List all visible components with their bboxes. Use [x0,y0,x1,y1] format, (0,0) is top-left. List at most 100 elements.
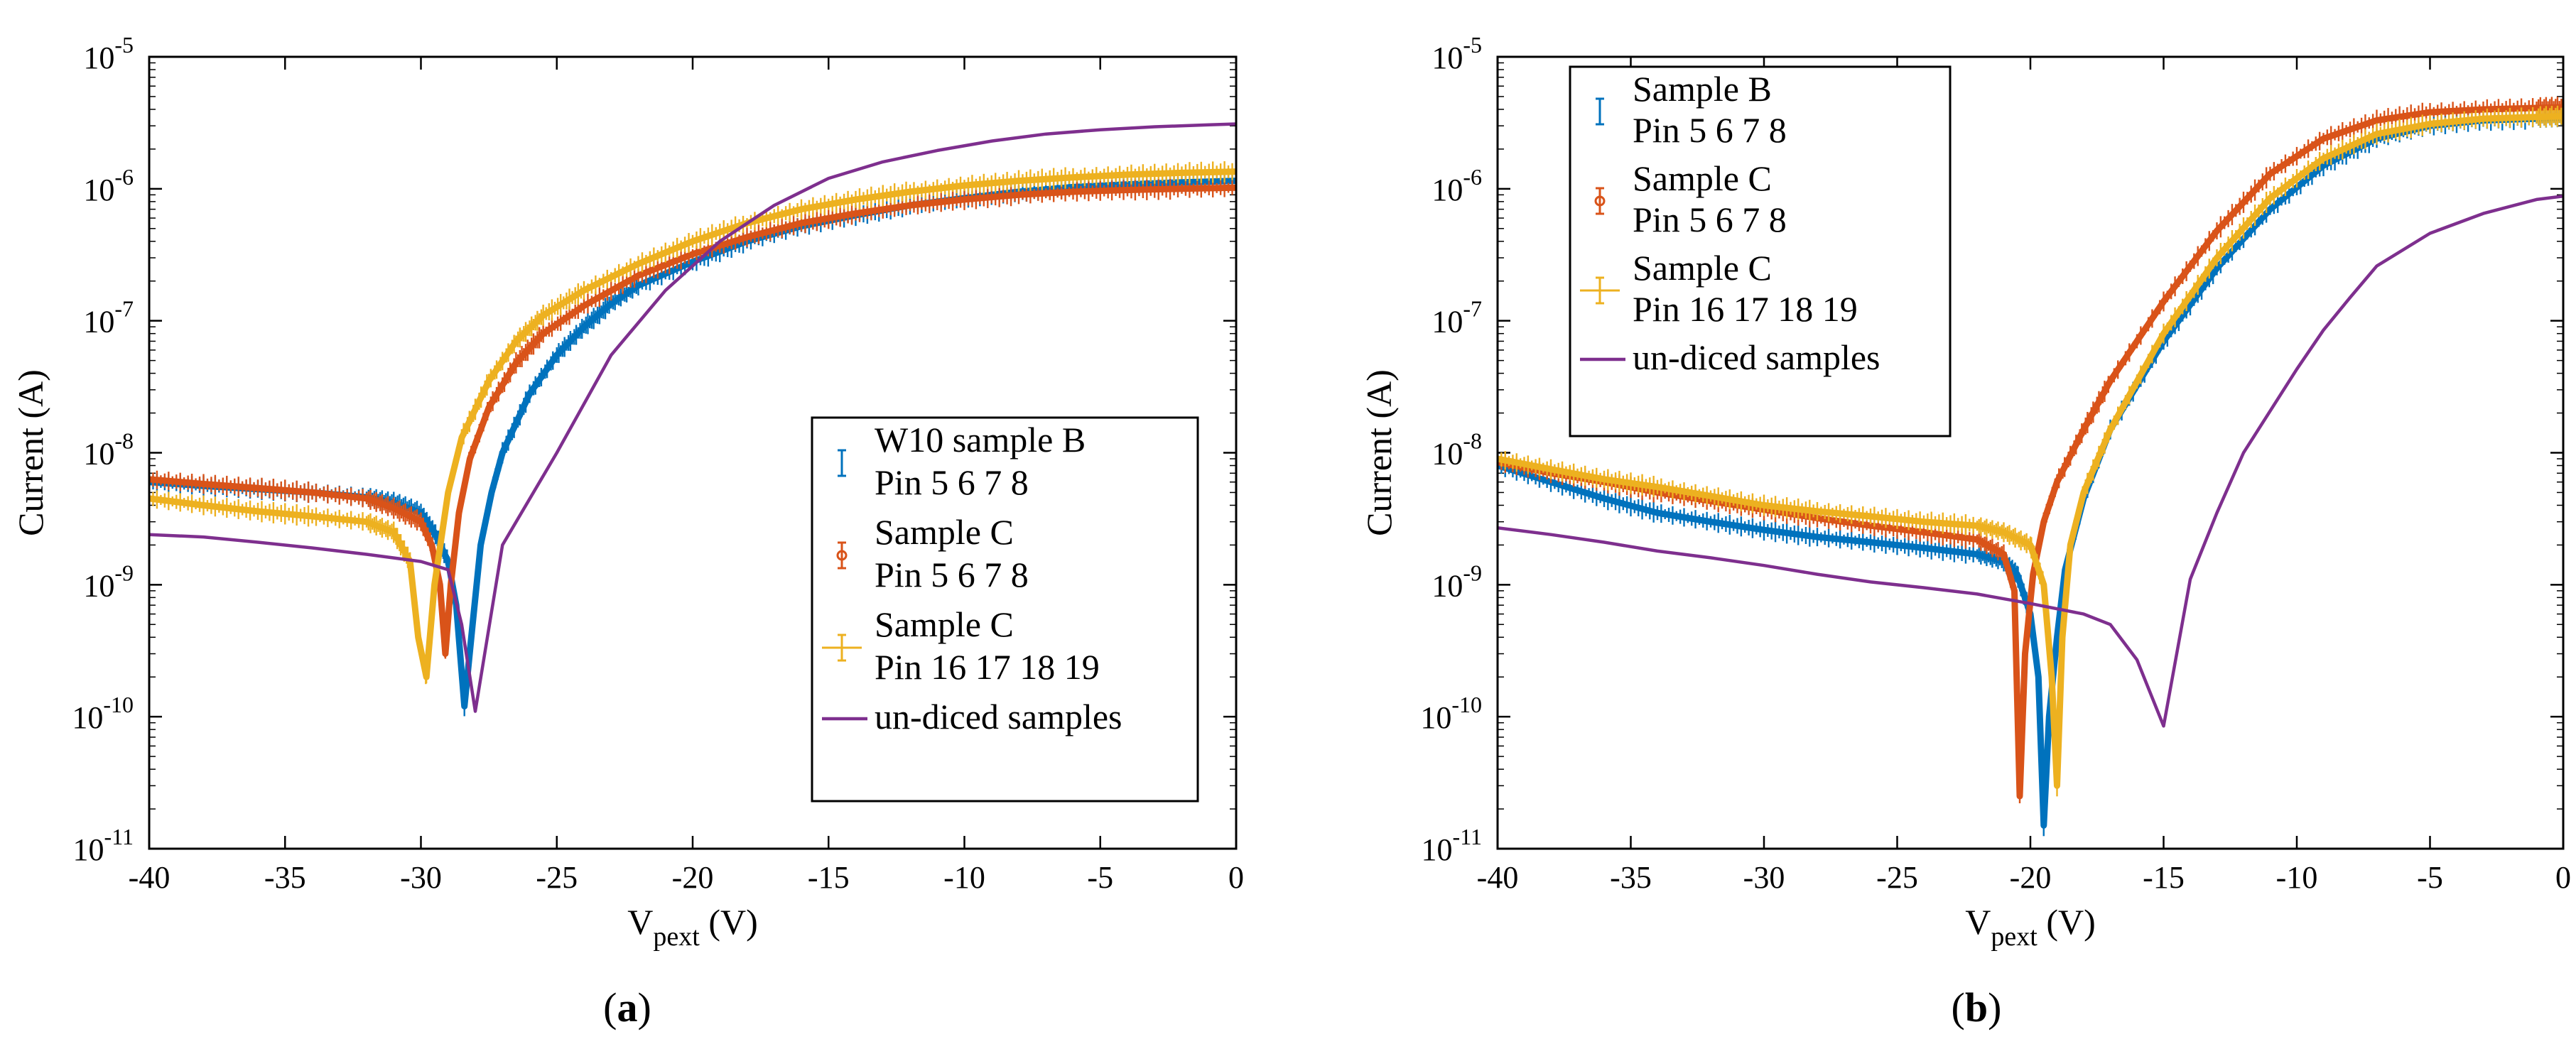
data-point [202,482,205,486]
data-point [1071,175,1075,180]
data-point [391,530,396,534]
data-point [1709,494,1713,498]
data-point [467,457,472,461]
data-point [799,221,803,225]
data-point [745,235,749,239]
data-point [514,339,518,343]
data-point [854,197,857,202]
legend-label: Pin 5 6 7 8 [1633,200,1787,239]
data-point [2215,229,2219,233]
data-point [2068,543,2072,547]
data-point [462,704,467,708]
panel-b: -40 -35 -30 -25 -20 -15 -10 -5 0 10-11 10-10 10-9 10… [1359,32,2571,1031]
data-point [433,582,437,587]
data-point [2018,794,2022,798]
x-tick-label: -5 [2417,860,2443,895]
data-point [963,197,966,202]
y-tick-label: 10-8 [1432,428,1482,472]
legend-label: Sample C [1633,158,1772,198]
data-point [2055,480,2059,484]
legend-label: Pin 5 6 7 8 [875,555,1029,594]
data-point [2322,156,2325,161]
data-point [1868,523,1873,528]
legend-box [811,416,1199,803]
data-point [609,301,613,305]
data-point [541,332,546,336]
data-point [487,379,491,383]
data-point [2036,675,2040,679]
y-tick-label: 10-8 [83,428,134,472]
y-tick-label: 10-10 [72,692,134,735]
data-point [202,503,205,507]
data-point [1602,477,1606,482]
data-point [1180,180,1184,185]
data-point [1868,514,1873,518]
x-tick-label: -20 [2010,860,2052,895]
data-point [637,273,640,278]
data-point [310,514,314,518]
x-tick-label: -10 [943,860,985,895]
data-point [637,283,640,288]
data-point [582,325,586,329]
y-tick-label: 10-6 [83,164,134,207]
data-point [2042,520,2046,524]
data-point [1017,179,1021,183]
data-point [1125,173,1130,177]
data-point [1868,540,1873,544]
legend-marker [1594,195,1606,207]
data-point [2002,553,2006,557]
y-tick-label: 10-5 [1432,32,1482,75]
data-point [2535,115,2538,119]
data-point [1975,553,1979,557]
data-point [364,520,369,524]
x-tick-label: -5 [1087,860,1113,895]
data-point [256,509,260,513]
x-axis-label: Vpext (V) [627,902,757,952]
x-tick-label: -30 [1743,860,1785,895]
data-point [391,506,396,511]
data-point [1071,190,1075,194]
data-point [637,262,640,266]
y-tick-label: 10-7 [1432,296,1482,339]
legend-label: Pin 5 6 7 8 [875,462,1029,502]
data-point [460,435,464,440]
x-tick-label: -35 [1610,860,1652,895]
data-point [438,582,442,587]
x-tick-label: -40 [1477,860,1519,895]
series-3 [149,161,1236,685]
data-point [2215,256,2219,260]
data-point [2060,635,2064,639]
data-point [2215,266,2219,271]
x-axis-label: Vpext (V) [1965,902,2095,952]
data-point [489,490,494,494]
y-tick-label: 10-11 [73,824,134,867]
data-point [2482,107,2485,112]
x-tick-label: 0 [2555,860,2571,895]
data-point [1602,496,1606,501]
data-point [1762,528,1766,532]
data-point [2375,118,2379,122]
x-tick-label: -40 [129,860,171,895]
data-point [2042,582,2046,587]
data-point [416,635,421,639]
data-point [2047,714,2051,719]
data-point [1655,485,1660,489]
legend-label: Sample C [1633,248,1772,288]
axes-box [1496,55,2565,850]
data-point [2322,136,2325,141]
x-tick-label: -20 [672,860,714,895]
data-point [908,190,912,194]
data-point [446,490,450,494]
y-tick-label: 10-6 [1432,164,1482,207]
data-point [1815,509,1819,513]
data-point [2268,196,2272,200]
series-4 [149,122,1236,713]
legend-label: Pin 5 6 7 8 [1633,110,1787,150]
panel-label: (a) [603,984,651,1031]
data-point [2268,172,2272,176]
data-point [1922,546,1926,550]
